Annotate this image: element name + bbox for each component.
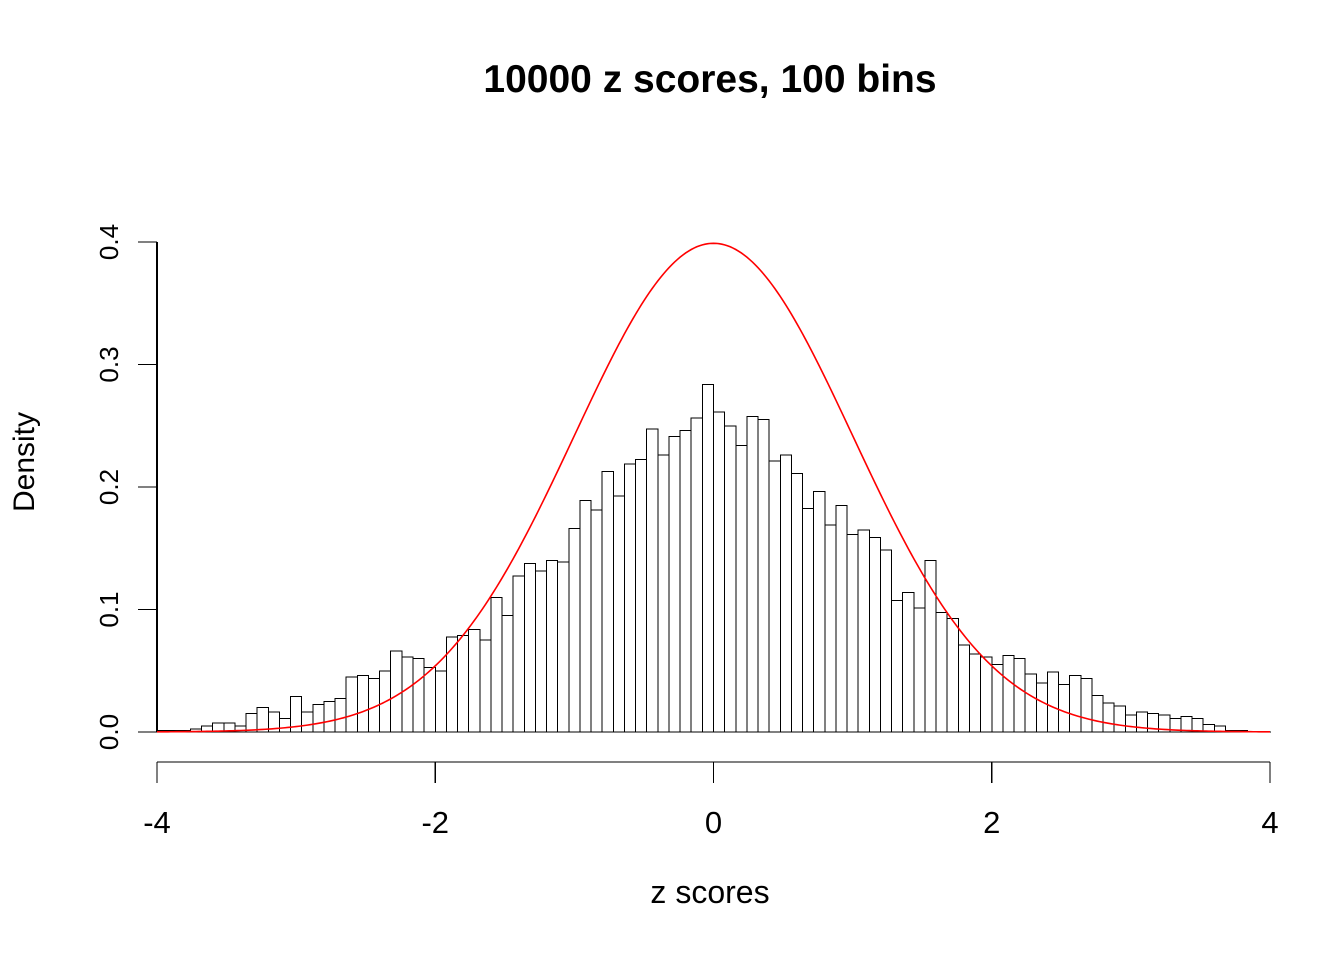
svg-text:0.4: 0.4	[94, 224, 124, 260]
svg-text:2: 2	[983, 805, 1000, 840]
svg-text:0.2: 0.2	[94, 469, 124, 505]
svg-text:0.0: 0.0	[94, 714, 124, 750]
svg-text:4: 4	[1261, 805, 1278, 840]
svg-text:-2: -2	[421, 805, 449, 840]
svg-text:0: 0	[705, 805, 722, 840]
svg-text:z scores: z scores	[650, 874, 769, 910]
svg-text:0.1: 0.1	[94, 591, 124, 627]
svg-text:10000 z scores, 100 bins: 10000 z scores, 100 bins	[483, 58, 936, 101]
svg-text:Density: Density	[8, 412, 41, 512]
svg-text:0.3: 0.3	[94, 346, 124, 382]
svg-text:-4: -4	[143, 805, 171, 840]
